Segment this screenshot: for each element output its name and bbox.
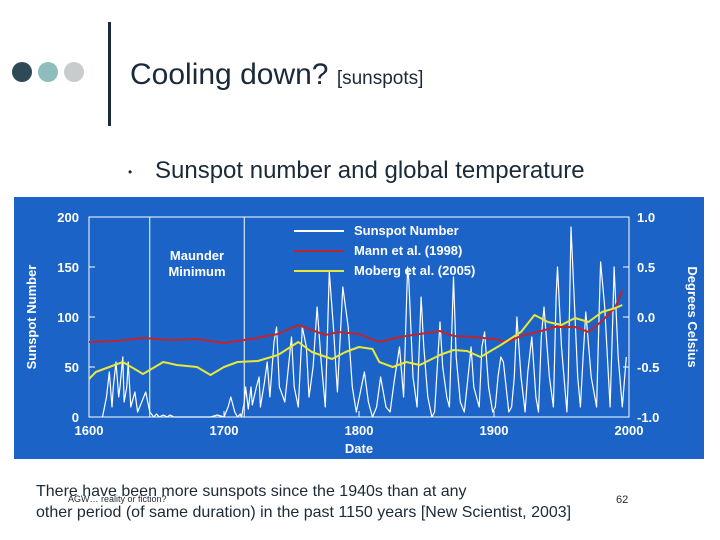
y-right-tick-label: 0.0	[637, 310, 655, 325]
series-line-3	[88, 304, 623, 380]
y-left-tick-label: 100	[57, 310, 79, 325]
slide-title-main: Cooling down?	[130, 58, 329, 91]
y-right-tick-label: 0.5	[637, 260, 655, 275]
x-tick-label: 2000	[615, 423, 644, 438]
x-tick-label: 1700	[210, 423, 239, 438]
series-line-2	[88, 289, 624, 344]
y-left-tick-label: 50	[65, 360, 79, 375]
y-left-axis-label: Sunspot Number	[24, 265, 39, 370]
header-dots	[12, 62, 84, 82]
header-divider	[108, 22, 111, 126]
slide-title: Cooling down? [sunspots]	[130, 58, 423, 92]
page-number: 62	[616, 494, 629, 506]
caption: There have been more sunspots since the …	[36, 481, 571, 523]
caption-line-1: There have been more sunspots since the …	[36, 483, 467, 500]
y-right-tick-label: 1.0	[637, 210, 655, 225]
caption-line-2: other period (of same duration) in the p…	[36, 504, 572, 521]
y-left-tick-label: 0	[72, 410, 79, 425]
series-line-1	[101, 226, 627, 418]
y-right-axis-label: Degrees Celsius	[685, 266, 700, 367]
x-tick-label: 1600	[75, 423, 104, 438]
header-dot-teal	[38, 62, 58, 82]
y-right-tick-label: -1.0	[637, 410, 659, 425]
x-axis-label: Date	[345, 441, 373, 456]
header-dot-gray	[64, 62, 84, 82]
y-left-tick-label: 150	[57, 260, 79, 275]
maunder-label-line-1: Maunder	[170, 248, 224, 263]
x-tick-label: 1900	[480, 423, 509, 438]
legend-label-2: Mann et al. (1998)	[354, 243, 462, 258]
bullet-marker: •	[128, 165, 133, 179]
header-dot-dark	[12, 62, 32, 82]
footer-label: AGW… reality or fiction?	[68, 494, 167, 504]
x-tick-label: 1800	[345, 423, 374, 438]
y-left-tick-label: 200	[57, 210, 79, 225]
maunder-label-line-2: Minimum	[168, 264, 225, 279]
bullet-text: Sunspot number and global temperature	[155, 157, 585, 184]
slide-title-suffix: [sunspots]	[336, 68, 424, 89]
y-right-tick-label: -0.5	[637, 360, 659, 375]
legend-label-1: Sunspot Number	[354, 223, 459, 238]
legend-label-3: Moberg et al. (2005)	[354, 263, 475, 278]
